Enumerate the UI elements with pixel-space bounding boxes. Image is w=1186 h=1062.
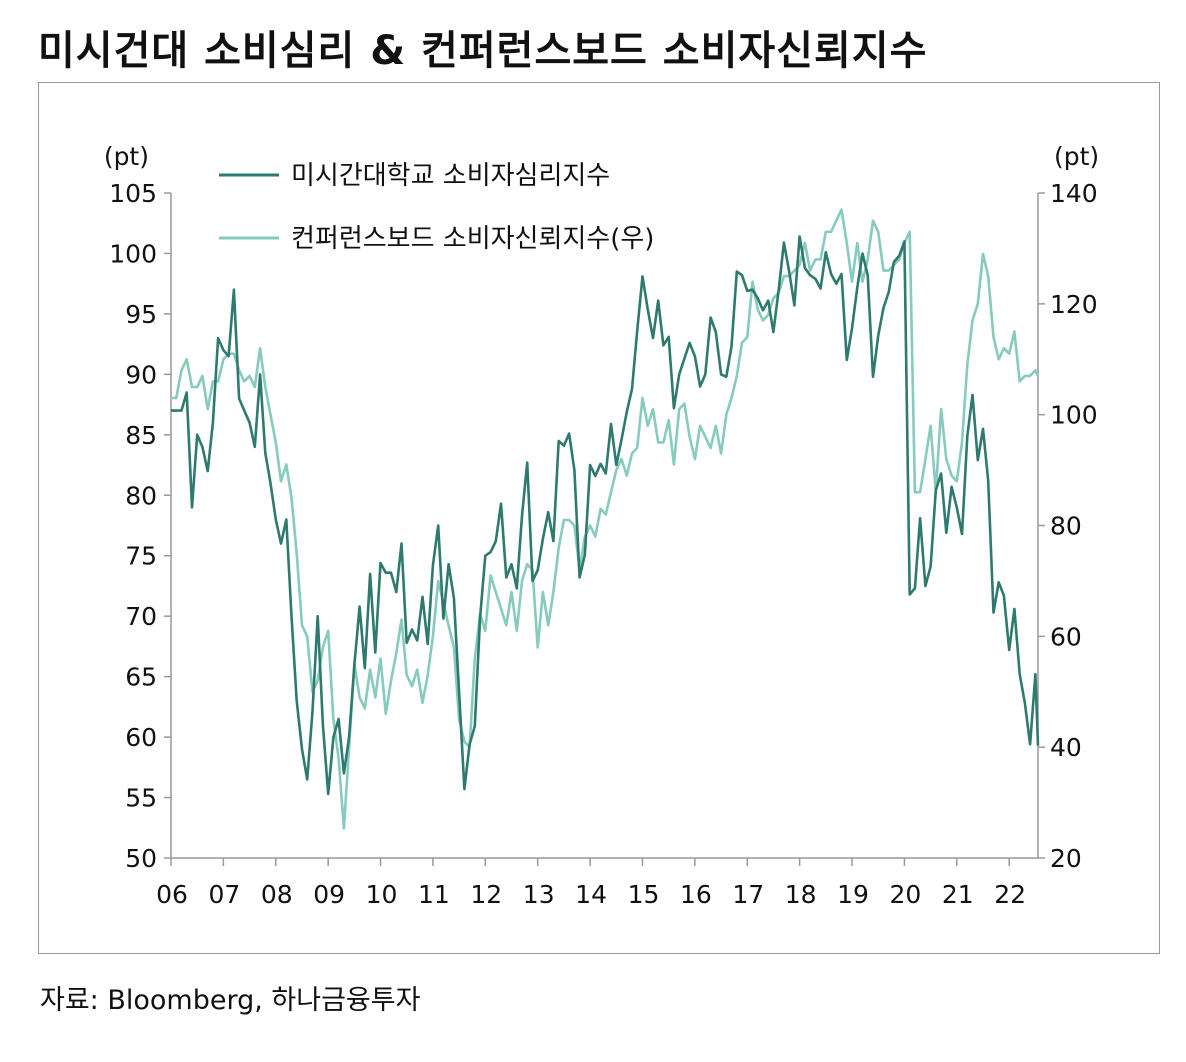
x-tick-label: 21	[942, 880, 974, 909]
legend-label-conference-board: 컨퍼런스보드 소비자신뢰지수(우)	[291, 224, 654, 254]
x-tick-label: 06	[156, 880, 188, 909]
x-tick-label: 11	[418, 880, 450, 909]
source-note: 자료: Bloomberg, 하나금융투자	[40, 985, 421, 1016]
series-lines-group	[171, 208, 1040, 830]
axes-group	[164, 192, 1045, 866]
x-tick-label: 17	[732, 880, 764, 909]
y-left-tick-label: 65	[125, 663, 157, 692]
y-left-tick-label: 95	[125, 300, 157, 329]
x-tick-label: 22	[994, 880, 1026, 909]
x-tick-label: 07	[208, 880, 240, 909]
x-tick-label: 08	[261, 880, 293, 909]
y-right-tick-label: 100	[1050, 401, 1098, 430]
y-left-tick-label: 60	[125, 723, 157, 752]
y-left-tick-label: 75	[125, 542, 157, 571]
y-right-tick-label: 40	[1050, 733, 1082, 762]
x-tick-label: 15	[628, 880, 660, 909]
x-tick-label: 20	[890, 880, 922, 909]
y-left-tick-label: 80	[125, 481, 157, 510]
line-chart: 5055606570758085909510010520406080100120…	[104, 142, 1099, 909]
x-tick-label: 09	[313, 880, 345, 909]
y-right-tick-label: 140	[1050, 179, 1098, 208]
chart-title: 미시건대 소비심리 & 컨퍼런스보드 소비자신뢰지수	[38, 28, 928, 74]
y-right-tick-label: 80	[1050, 512, 1082, 541]
x-tick-label: 14	[575, 880, 607, 909]
y-left-unit: (pt)	[104, 142, 149, 171]
chart-frame: 50 55 60 65 70 75 80 85 90 95 100 105 20 40 60 80 100 120…	[38, 82, 1160, 954]
y-right-unit: (pt)	[1054, 142, 1099, 171]
tick-labels-group: 5055606570758085909510010520406080100120…	[104, 142, 1099, 909]
y-right-tick-label: 20	[1050, 844, 1082, 873]
y-left-tick-label: 50	[125, 844, 157, 873]
y-right-tick-label: 60	[1050, 622, 1082, 651]
series-line-michigan	[171, 235, 1040, 796]
y-left-tick-label: 85	[125, 421, 157, 450]
y-left-tick-label: 90	[125, 360, 157, 389]
x-tick-label: 18	[785, 880, 817, 909]
y-left-tick-label: 100	[109, 239, 157, 268]
series-line-conference-board	[171, 208, 1040, 830]
x-tick-label: 13	[523, 880, 555, 909]
y-left-tick-label: 55	[125, 784, 157, 813]
y-left-tick-label: 105	[109, 179, 157, 208]
y-right-tick-label: 120	[1050, 290, 1098, 319]
x-tick-label: 12	[470, 880, 502, 909]
x-tick-label: 10	[366, 880, 398, 909]
x-tick-label: 19	[837, 880, 869, 909]
x-tick-label: 16	[680, 880, 712, 909]
legend-label-michigan: 미시간대학교 소비자심리지수	[291, 161, 610, 191]
y-left-tick-label: 70	[125, 602, 157, 631]
